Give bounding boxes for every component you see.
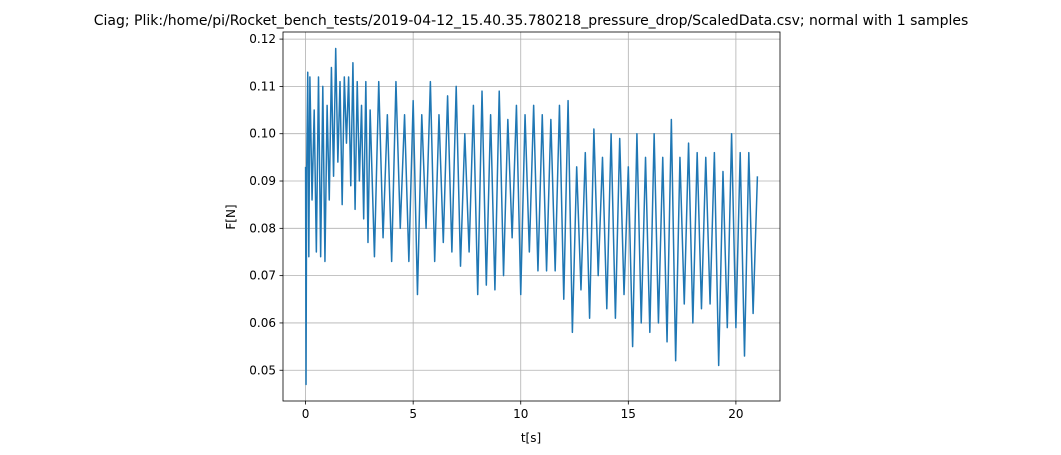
x-tick-label: 20 (728, 407, 743, 421)
plot-frame (282, 31, 781, 402)
y-tick-label: 0.08 (249, 221, 276, 235)
y-tick-label: 0.09 (249, 174, 276, 188)
data-line (304, 47, 759, 386)
x-axis: 0 5 10 15 20 (302, 401, 744, 421)
x-axis-label: t[s] (521, 431, 541, 445)
chart-title: Ciag; Plik:/home/pi/Rocket_bench_tests/2… (94, 13, 969, 29)
y-tick-label: 0.06 (249, 316, 276, 330)
y-tick-label: 0.07 (249, 269, 276, 283)
y-tick-label: 0.11 (249, 79, 276, 93)
x-tick-label: 0 (302, 407, 310, 421)
y-tick-label: 0.10 (249, 127, 276, 141)
x-tick-label: 10 (513, 407, 528, 421)
y-axis: 0.05 0.06 0.07 0.08 0.09 0.10 0.11 0.12 (249, 32, 283, 377)
y-tick-label: 0.05 (249, 363, 276, 377)
data-line-group (304, 47, 759, 386)
x-tick-label: 15 (621, 407, 636, 421)
x-tick-label: 5 (409, 407, 417, 421)
y-tick-label: 0.12 (249, 32, 276, 46)
y-axis-label: F[N] (224, 204, 238, 229)
